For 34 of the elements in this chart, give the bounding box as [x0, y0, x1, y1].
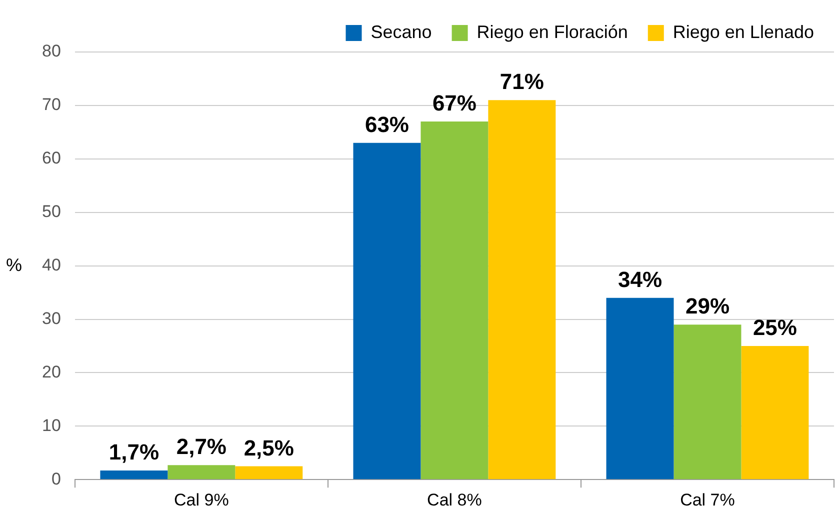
legend-label: Secano [370, 22, 432, 42]
x-tick-label: Cal 7% [680, 490, 735, 510]
data-label: 2,5% [244, 435, 294, 460]
data-label: 71% [500, 69, 544, 94]
bar [674, 324, 742, 480]
bar [741, 346, 809, 480]
legend-label: Riego en Llenado [672, 22, 814, 42]
bar [235, 466, 303, 480]
bar [168, 465, 236, 480]
y-tick-label: 80 [42, 42, 61, 61]
data-label: 1,7% [108, 440, 160, 465]
bar [100, 470, 168, 480]
data-label: 29% [685, 294, 730, 319]
y-tick-label: 70 [42, 95, 61, 114]
data-label: 67% [432, 90, 476, 116]
bar [606, 298, 674, 480]
y-tick-label: 20 [42, 362, 61, 382]
data-label: 63% [364, 112, 410, 137]
y-tick-label: 10 [42, 416, 61, 435]
y-tick-label: 60 [42, 148, 61, 168]
y-tick-label: 0 [51, 469, 61, 488]
y-tick-label: 40 [42, 255, 61, 274]
y-tick-label: 50 [42, 202, 61, 222]
data-label: 34% [618, 266, 662, 292]
x-tick-label: Cal 8% [427, 490, 482, 510]
legend-label: Riego en Floración [476, 22, 628, 42]
y-tick-label: 30 [42, 308, 61, 328]
bar [420, 121, 488, 480]
bar [353, 142, 421, 480]
y-axis-title: % [6, 254, 22, 275]
data-label: 25% [752, 315, 797, 340]
x-tick-label: Cal 9% [174, 490, 229, 510]
bar [488, 100, 556, 480]
data-label: 2,7% [176, 434, 226, 460]
